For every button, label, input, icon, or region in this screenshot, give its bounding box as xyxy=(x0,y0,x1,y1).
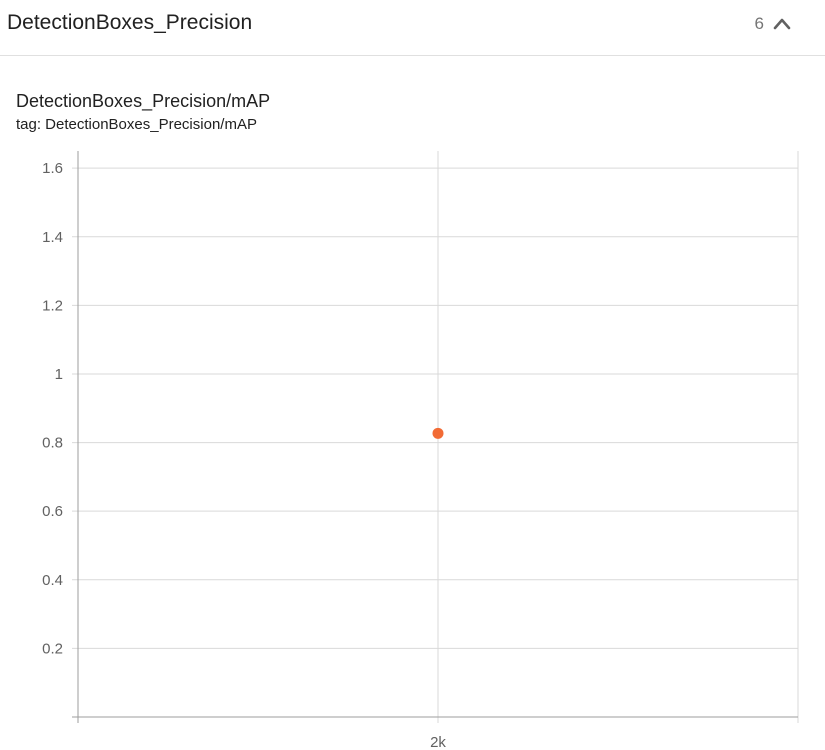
data-point-layer xyxy=(432,427,444,439)
collapse-toggle[interactable]: 6 xyxy=(755,12,792,36)
x-tick-label: 2k xyxy=(430,734,446,750)
y-tick-label: 1.2 xyxy=(42,297,63,314)
tick-label-layer: 0.2 0.4 0.6 0.8 1 1.2 1.4 1.6 2k xyxy=(42,160,446,750)
y-tick-label: 1.4 xyxy=(42,229,63,246)
grid-layer xyxy=(72,151,799,723)
axis-layer xyxy=(72,151,798,723)
y-tick-label: 0.8 xyxy=(42,435,63,452)
y-tick-label: 0.4 xyxy=(42,572,63,589)
chevron-up-icon xyxy=(773,18,791,30)
section-header: DetectionBoxes_Precision 6 xyxy=(0,0,825,56)
chart-count: 6 xyxy=(754,14,764,33)
y-tick-label: 0.2 xyxy=(42,640,63,657)
chart-tag: tag: DetectionBoxes_Precision/mAP xyxy=(16,116,257,133)
chart-title: DetectionBoxes_Precision/mAP xyxy=(16,91,271,111)
y-tick-label: 1.6 xyxy=(42,160,63,177)
y-tick-label: 1 xyxy=(55,366,63,383)
data-point xyxy=(432,427,444,439)
section-title: DetectionBoxes_Precision xyxy=(7,11,253,34)
y-tick-label: 0.6 xyxy=(42,503,63,520)
